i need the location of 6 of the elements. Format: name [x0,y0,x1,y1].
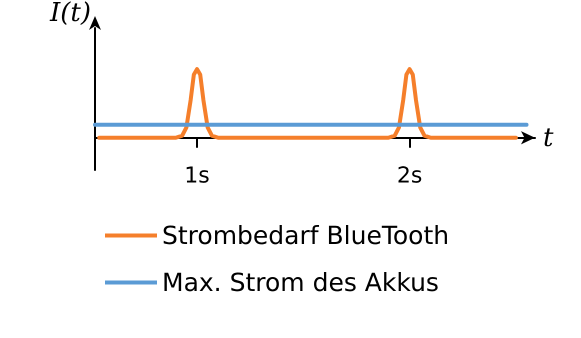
y-axis-title: I(t) [48,0,91,28]
legend-label: Max. Strom des Akkus [162,268,439,297]
x-tick-label: 1s [184,164,210,188]
x-tick-label: 2s [396,164,422,188]
legend-label: Strombedarf BlueTooth [162,221,450,250]
x-axis-title: t [543,122,554,153]
